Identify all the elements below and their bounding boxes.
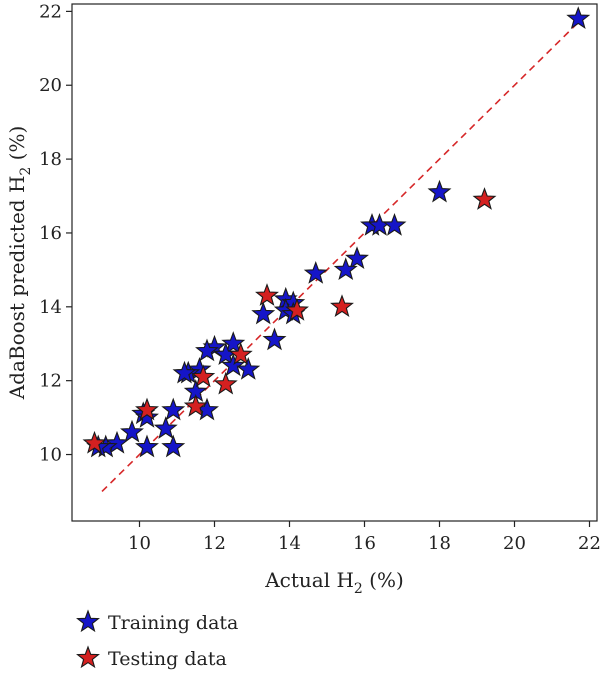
- data-point-testing: [285, 297, 309, 321]
- data-point-training: [566, 6, 591, 29]
- data-point-training: [172, 360, 197, 384]
- data-point-testing: [135, 397, 159, 421]
- data-point-testing: [191, 364, 216, 388]
- axes: 10 12 14 16 18 20 22 10 12 14 16 18 20 22: [39, 1, 600, 554]
- y-axis-label: AdaBoost predicted H2 (%): [5, 126, 34, 401]
- legend-label-testing: Testing data: [108, 648, 227, 670]
- data-point-training: [221, 331, 246, 354]
- x-tick-label: 10: [128, 533, 151, 554]
- data-point-testing: [82, 430, 107, 454]
- x-tick-label: 18: [428, 533, 451, 554]
- data-point-testing: [213, 371, 238, 395]
- y-tick-label: 18: [39, 149, 62, 170]
- x-tick-label: 12: [203, 533, 226, 554]
- data-point-testing: [183, 393, 208, 417]
- data-point-training: [120, 419, 144, 443]
- legend-item-testing: Testing data: [76, 645, 227, 670]
- data-point-testing: [228, 342, 253, 365]
- data-point-training: [161, 397, 186, 421]
- x-tick-label: 20: [503, 533, 526, 554]
- y-tick-label: 12: [39, 371, 62, 392]
- data-point-training: [345, 246, 369, 269]
- y-tick-label: 14: [39, 297, 62, 318]
- x-tick-label: 22: [578, 533, 600, 554]
- data-point-testing: [472, 187, 497, 210]
- data-point-testing: [255, 283, 279, 306]
- data-point-testing: [330, 294, 354, 317]
- x-axis-label: Actual H2 (%): [264, 568, 404, 597]
- data-point-training: [135, 405, 159, 428]
- data-point-training: [161, 434, 186, 458]
- legend-item-training: Training data: [76, 609, 238, 634]
- legend-marker-training: [76, 609, 100, 633]
- legend-marker-testing: [76, 645, 100, 669]
- data-point-training: [153, 416, 178, 439]
- legend-label-training: Training data: [108, 612, 238, 634]
- reference-line: [101, 18, 583, 493]
- series-testing: [82, 187, 497, 454]
- data-point-training: [135, 434, 159, 458]
- legend: Training data Testing data: [76, 609, 238, 670]
- y-tick-label: 16: [39, 223, 62, 244]
- data-point-training: [195, 338, 219, 362]
- x-tick-label: 16: [353, 533, 376, 554]
- plot-area: [82, 6, 591, 493]
- data-point-training: [105, 430, 129, 454]
- data-point-training: [221, 353, 246, 377]
- series-training: [86, 6, 591, 458]
- plot-frame: [71, 3, 598, 522]
- data-point-training: [427, 179, 452, 203]
- y-tick-label: 10: [39, 445, 62, 466]
- data-point-training: [262, 327, 287, 351]
- data-point-training: [251, 301, 276, 325]
- data-point-training: [236, 357, 261, 380]
- data-point-training: [382, 212, 407, 236]
- data-point-training: [333, 257, 358, 281]
- y-tick-label: 22: [39, 1, 62, 22]
- x-tick-label: 14: [278, 533, 301, 554]
- y-tick-label: 20: [39, 75, 62, 96]
- data-point-training: [303, 260, 328, 284]
